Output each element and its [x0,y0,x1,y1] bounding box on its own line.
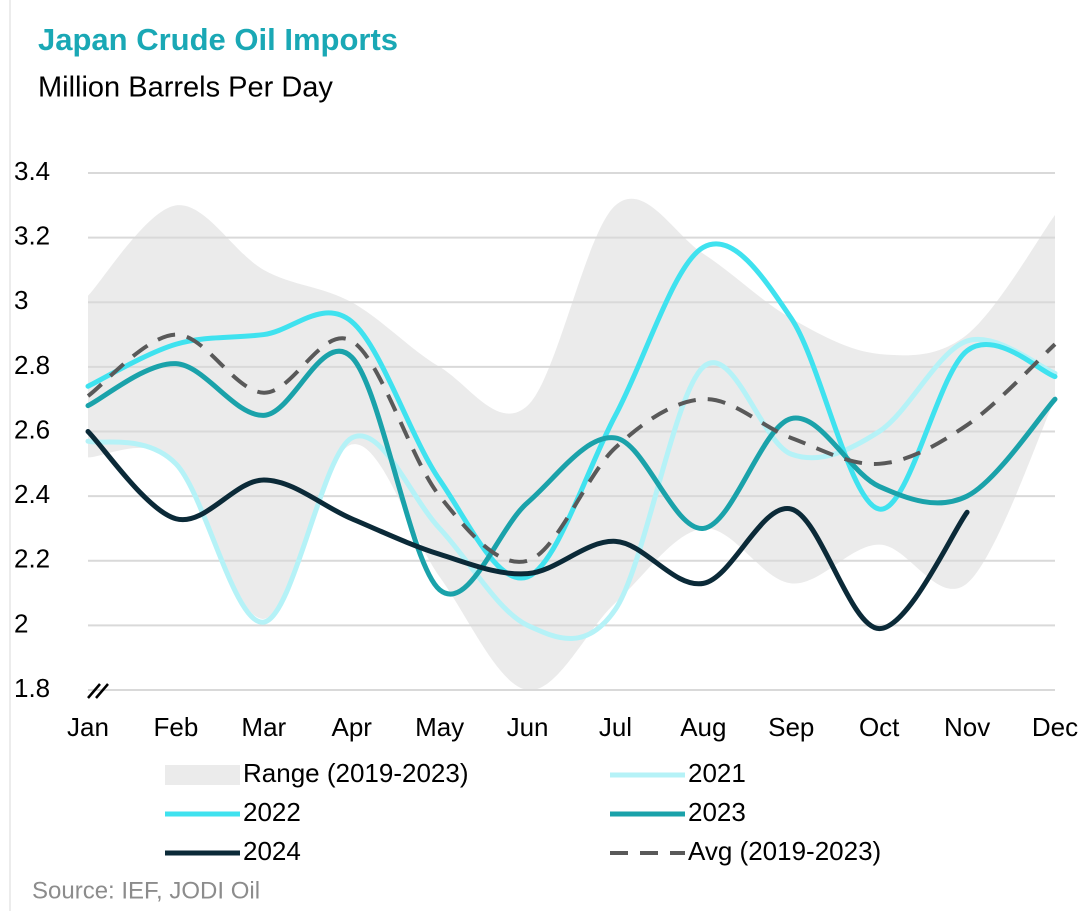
legend-label: 2022 [243,797,301,827]
legend-label: Avg (2019-2023) [688,836,881,866]
y-tick-label: 2 [14,608,28,638]
y-tick-label: 3 [14,285,28,315]
x-tick-label: Mar [241,712,286,742]
x-tick-label: Aug [680,712,726,742]
y-tick-label: 2.8 [14,350,50,380]
legend-label: 2023 [688,797,746,827]
x-tick-label: Jul [599,712,632,742]
x-tick-label: Oct [859,712,900,742]
legend-label: Range (2019-2023) [243,758,469,788]
series-line [85,429,970,632]
legend-label: 2021 [688,758,746,788]
chart-subtitle: Million Barrels Per Day [38,72,333,104]
x-tick-label: Jun [507,712,549,742]
x-tick-label: Feb [154,712,199,742]
series-line [85,241,1058,581]
chart-title: Japan Crude Oil Imports [38,22,398,57]
y-tick-label: 2.2 [14,544,50,574]
y-tick-label: 1.8 [14,673,50,703]
x-tick-label: Dec [1032,712,1078,742]
legend-swatch [165,765,240,785]
x-tick-label: Jan [67,712,109,742]
series-line [85,336,1058,641]
axis-break [87,683,109,699]
x-tick-label: Nov [944,712,990,742]
series-line [86,332,1057,564]
x-tick-label: Apr [331,712,372,742]
y-tick-label: 3.2 [14,221,50,251]
range-area [88,198,1055,691]
x-tick-label: Sep [768,712,814,742]
legend-label: 2024 [243,836,301,866]
y-tick-label: 2.4 [14,479,50,509]
y-tick-label: 2.6 [14,414,50,444]
source-note: Source: IEF, JODI Oil [32,877,260,904]
x-tick-label: May [415,712,464,742]
y-tick-label: 3.4 [14,156,50,186]
series-line [85,348,1058,597]
